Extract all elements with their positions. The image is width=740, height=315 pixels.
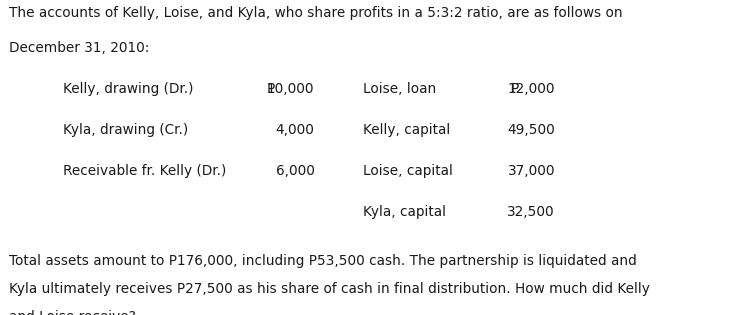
Text: 49,500: 49,500: [507, 123, 555, 137]
Text: 10,000: 10,000: [267, 82, 314, 96]
Text: Kyla ultimately receives P27,500 as his share of cash in final distribution. How: Kyla ultimately receives P27,500 as his …: [9, 282, 650, 296]
Text: 32,500: 32,500: [508, 205, 555, 219]
Text: Receivable fr. Kelly (Dr.): Receivable fr. Kelly (Dr.): [63, 164, 226, 178]
Text: 12,000: 12,000: [508, 82, 555, 96]
Text: 4,000: 4,000: [275, 123, 314, 137]
Text: and Loise receive?: and Loise receive?: [9, 310, 135, 315]
Text: Kyla, drawing (Cr.): Kyla, drawing (Cr.): [63, 123, 188, 137]
Text: Loise, capital: Loise, capital: [363, 164, 452, 178]
Text: Kyla, capital: Kyla, capital: [363, 205, 445, 219]
Text: Total assets amount to P176,000, including P53,500 cash. The partnership is liqu: Total assets amount to P176,000, includi…: [9, 254, 636, 267]
Text: Kelly, capital: Kelly, capital: [363, 123, 450, 137]
Text: Kelly, drawing (Dr.): Kelly, drawing (Dr.): [63, 82, 193, 96]
Text: The accounts of Kelly, Loise, and Kyla, who share profits in a 5:3:2 ratio, are : The accounts of Kelly, Loise, and Kyla, …: [9, 6, 622, 20]
Text: P: P: [266, 82, 275, 96]
Text: 37,000: 37,000: [508, 164, 555, 178]
Text: December 31, 2010:: December 31, 2010:: [9, 41, 149, 55]
Text: Loise, loan: Loise, loan: [363, 82, 436, 96]
Text: 6,000: 6,000: [275, 164, 314, 178]
Text: P: P: [511, 82, 519, 96]
